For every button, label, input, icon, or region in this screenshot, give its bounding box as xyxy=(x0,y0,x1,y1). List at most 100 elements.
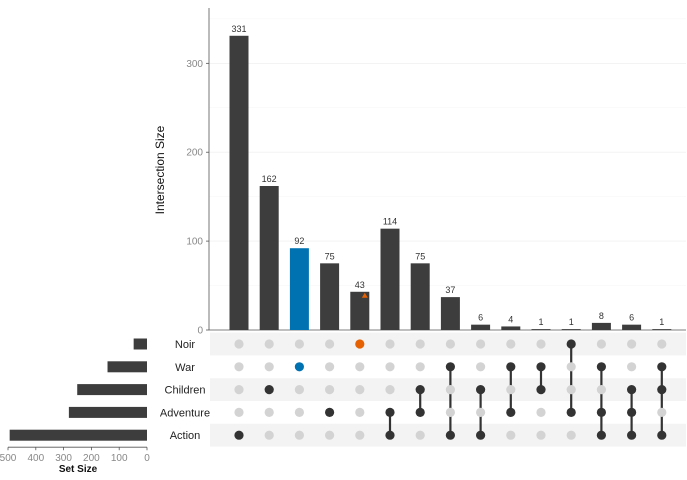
intersection-bar-5 xyxy=(380,228,400,330)
membership-dot-4-noir xyxy=(355,339,365,349)
membership-dot-2-adventure xyxy=(294,407,304,417)
membership-dot-3-action xyxy=(325,430,335,440)
intersection-bar-9 xyxy=(501,326,521,330)
intersection-bar-value-label: 43 xyxy=(355,280,365,290)
intersection-bar-value-label: 37 xyxy=(445,285,455,295)
intersection-bar-value-label: 75 xyxy=(415,251,425,261)
set-size-bar-adventure xyxy=(68,406,147,418)
membership-dot-9-children xyxy=(506,385,516,395)
membership-dot-5-children xyxy=(385,385,395,395)
membership-dot-4-action xyxy=(355,430,365,440)
set-size-tick-label: 300 xyxy=(55,453,72,464)
membership-dot-8-action xyxy=(476,430,486,440)
membership-dot-11-war xyxy=(566,362,576,372)
membership-dot-10-action xyxy=(536,430,546,440)
intersection-bar-6 xyxy=(410,263,430,330)
membership-dot-14-children xyxy=(657,385,667,395)
membership-dot-9-war xyxy=(506,362,516,372)
set-name-children: Children xyxy=(165,385,206,397)
membership-dot-3-adventure xyxy=(325,407,335,417)
set-size-bar-action xyxy=(9,429,148,441)
membership-dot-4-war xyxy=(355,362,365,372)
membership-dot-0-noir xyxy=(234,339,244,349)
y-gridlines xyxy=(209,18,686,286)
membership-dot-11-action xyxy=(566,430,576,440)
y-tick-label: 200 xyxy=(186,148,203,159)
intersection-bar-7 xyxy=(440,297,460,330)
membership-dot-6-children xyxy=(415,385,425,395)
intersection-bar-labels: 331 162 92 75 43 114 75 37 6 4 1 1 8 6 1 xyxy=(231,24,664,327)
membership-dot-0-action xyxy=(234,430,244,440)
intersection-bar-11 xyxy=(561,329,581,330)
membership-dot-1-adventure xyxy=(264,407,274,417)
membership-dot-8-children xyxy=(476,385,486,395)
membership-dot-1-noir xyxy=(264,339,274,349)
intersection-bar-12 xyxy=(591,322,611,330)
set-name-action: Action xyxy=(170,430,201,442)
set-size-tick-label: 400 xyxy=(27,453,44,464)
membership-dot-1-war xyxy=(264,362,274,372)
membership-dot-7-children xyxy=(445,385,455,395)
membership-dot-11-children xyxy=(566,385,576,395)
membership-dot-7-adventure xyxy=(445,407,455,417)
intersection-bar-0 xyxy=(229,35,249,331)
membership-dot-5-noir xyxy=(385,339,395,349)
set-size-tick-label: 0 xyxy=(144,453,150,464)
membership-dot-12-action xyxy=(596,430,607,440)
membership-dot-12-noir xyxy=(596,339,607,349)
membership-dot-0-adventure xyxy=(234,407,244,417)
intersection-bar-value-label: 4 xyxy=(508,314,513,324)
membership-dot-1-action xyxy=(264,430,274,440)
intersection-bar-3 xyxy=(320,263,340,330)
intersection-bar-1 xyxy=(259,186,279,330)
intersection-bar-value-label: 1 xyxy=(659,317,664,327)
membership-dot-12-adventure xyxy=(596,407,607,417)
membership-dot-0-children xyxy=(234,385,244,395)
set-size-bar-children xyxy=(77,384,147,396)
intersection-bar-10 xyxy=(531,329,551,330)
membership-dot-2-war xyxy=(294,362,304,372)
intersection-bar-2 xyxy=(289,248,309,330)
set-names: Noir War Children Adventure Action xyxy=(160,339,210,442)
membership-dot-5-action xyxy=(385,430,395,440)
intersection-bar-value-label: 6 xyxy=(478,313,483,323)
membership-dot-7-war xyxy=(445,362,455,372)
intersection-bar-value-label: 331 xyxy=(231,24,246,34)
membership-dot-1-children xyxy=(264,385,274,395)
set-name-war: War xyxy=(175,362,195,374)
membership-dot-3-noir xyxy=(325,339,335,349)
set-name-noir: Noir xyxy=(175,339,196,351)
membership-dot-7-action xyxy=(445,430,455,440)
y-tick-label: 300 xyxy=(186,59,203,70)
membership-dot-14-adventure xyxy=(657,407,667,417)
membership-dot-13-children xyxy=(627,385,637,395)
membership-dot-2-action xyxy=(294,430,304,440)
intersection-bar-value-label: 6 xyxy=(629,313,634,323)
membership-dot-13-noir xyxy=(627,339,637,349)
membership-dot-10-adventure xyxy=(536,407,546,417)
membership-dot-3-war xyxy=(325,362,335,372)
membership-dot-6-noir xyxy=(415,339,425,349)
intersection-bar-value-label: 162 xyxy=(262,174,277,184)
intersection-bar-value-label: 1 xyxy=(569,317,574,327)
membership-dot-12-children xyxy=(596,385,607,395)
membership-dot-9-action xyxy=(506,430,516,440)
membership-dot-11-noir xyxy=(566,339,576,349)
membership-dot-12-war xyxy=(596,362,607,372)
set-size-bar-war xyxy=(107,361,147,373)
set-size-bars xyxy=(9,338,148,441)
membership-dot-8-adventure xyxy=(476,407,486,417)
membership-dot-2-children xyxy=(294,385,304,395)
set-size-axis: 500 400 300 200 100 0 xyxy=(0,446,150,464)
membership-dot-13-action xyxy=(627,430,637,440)
membership-dot-4-adventure xyxy=(355,407,365,417)
intersection-bar-13 xyxy=(622,324,642,330)
membership-dot-14-noir xyxy=(657,339,667,349)
intersection-bar-value-label: 1 xyxy=(538,317,543,327)
membership-dot-11-adventure xyxy=(566,407,576,417)
membership-dot-7-noir xyxy=(445,339,455,349)
y-tick-label: 0 xyxy=(197,326,203,337)
membership-dot-2-noir xyxy=(294,339,304,349)
